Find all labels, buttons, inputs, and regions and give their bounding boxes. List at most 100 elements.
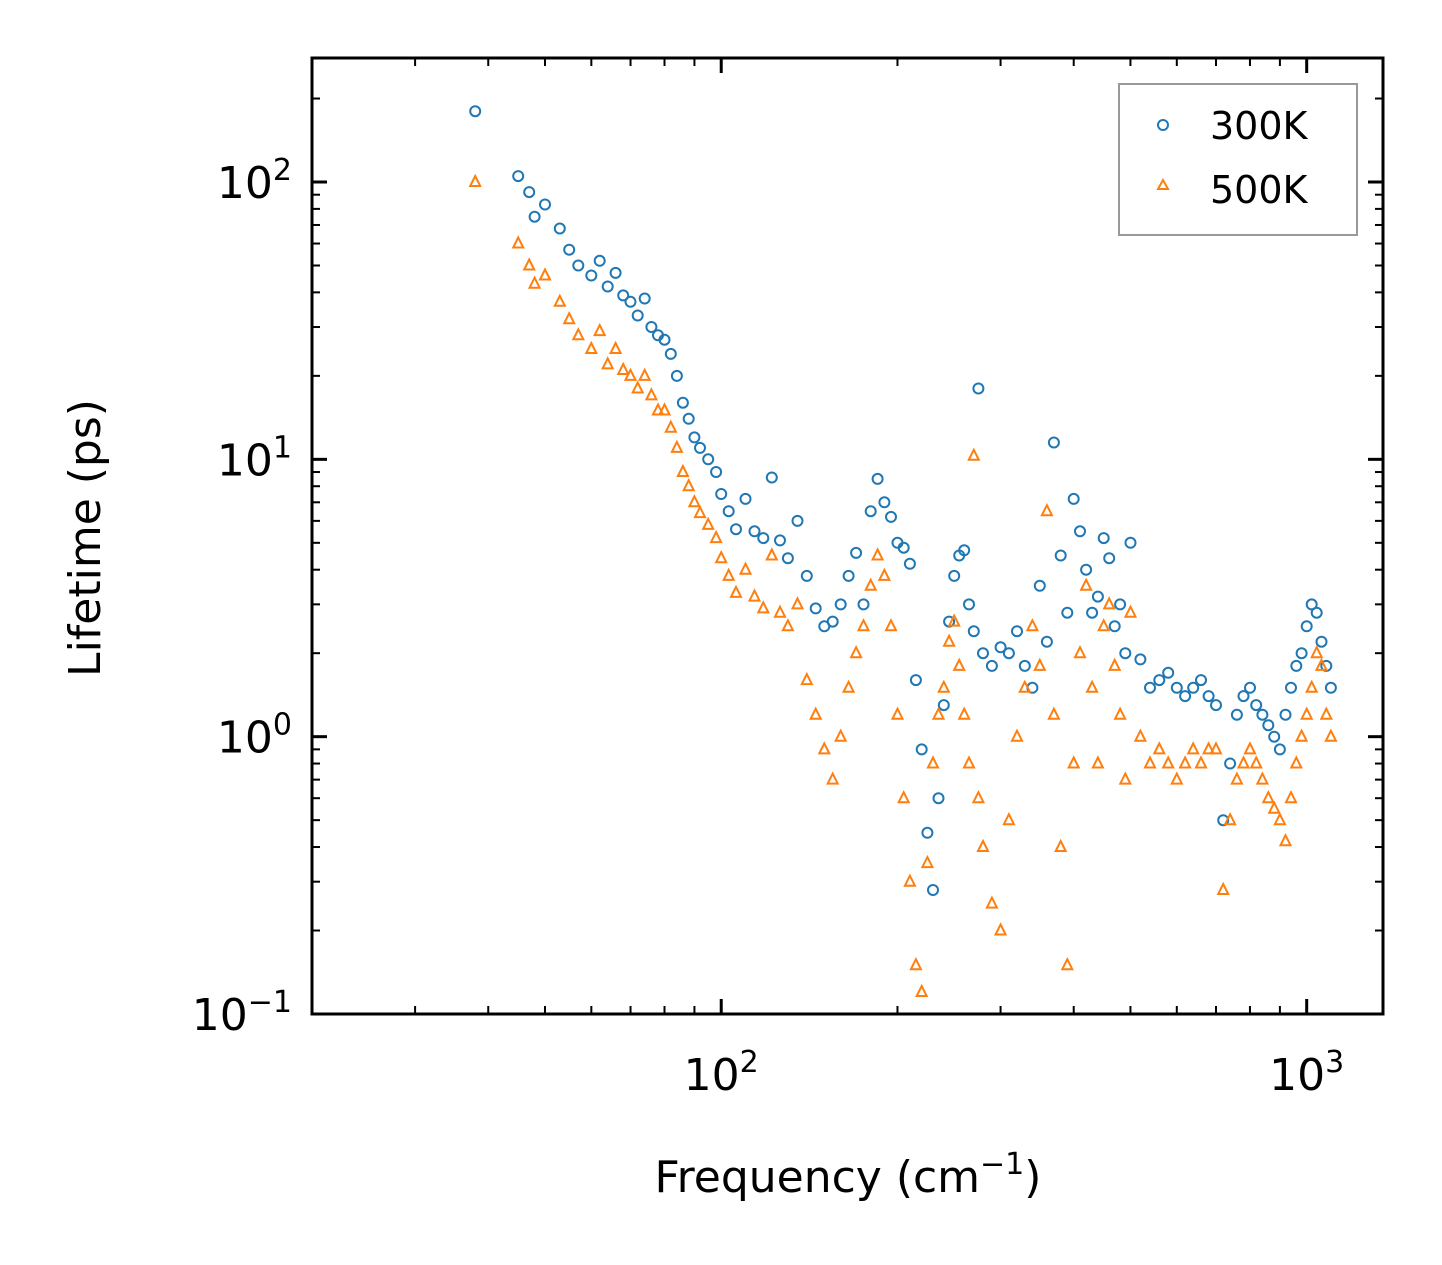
data-point-300k [469,105,482,118]
data-point-500k [1324,728,1338,742]
data-point-300k [1324,681,1337,694]
data-point-300k [1067,492,1080,505]
data-point-500k [947,613,961,627]
data-point-500k [701,516,715,530]
data-point-300k [609,266,622,279]
data-point-500k [962,755,976,769]
data-point-500k [584,340,598,354]
data-point-300k [748,525,761,538]
data-point-300k [1153,674,1166,687]
data-point-500k [1047,706,1061,720]
data-point-300k [958,544,971,557]
data-point-500k [864,577,878,591]
data-point-500k [1209,741,1223,755]
data-point-500k [1118,771,1132,785]
data-point-500k [676,463,690,477]
data-point-300k [967,625,980,638]
data-point-300k [1256,708,1269,721]
data-point-300k [1061,606,1074,619]
data-point-300k [994,641,1007,654]
data-point-300k [593,254,606,267]
data-point-500k [1133,728,1148,742]
data-point-300k [523,186,536,199]
data-point-500k [1223,811,1237,826]
data-point-300k [585,269,598,282]
data-point-500k [1108,657,1122,671]
data-point-300k [937,699,950,712]
data-point-500k [870,547,885,561]
data-point-500k [809,706,823,720]
data-point-500k [670,439,684,453]
data-point-300k [1144,681,1156,694]
data-point-300k [688,431,701,444]
x-tick-label-base: 10 [1269,1050,1325,1101]
y-tick-label-base: 10 [217,713,273,764]
data-point-500k [1178,755,1192,769]
data-point-500k [1010,728,1024,742]
data-point-300k [1080,563,1093,576]
data-point-300k [885,510,897,523]
data-point-300k [864,505,877,518]
data-point-500k [738,561,753,575]
legend: 300K 500K [1118,83,1358,236]
data-point-300k [903,557,916,570]
data-point-500k [897,789,911,804]
data-point-300k [624,295,637,308]
data-point-300k [553,222,566,235]
data-point-300k [1086,606,1099,619]
data-point-500k [722,567,736,581]
data-point-300k [1074,525,1086,538]
data-point-500k [1161,755,1175,769]
data-point-500k [1230,771,1244,785]
data-point-300k [702,453,715,466]
data-point-500k [714,549,728,564]
data-point-500k [747,588,762,602]
y-tick-label-base: 10 [217,158,273,209]
data-point-500k [903,873,917,887]
data-point-300k [1119,647,1132,660]
data-point-300k [1011,625,1023,638]
data-point-500k [856,618,871,632]
data-point-300k [528,210,541,223]
data-point-300k [850,546,863,559]
data-point-500k [1289,755,1303,769]
data-point-300k [1170,681,1183,694]
data-point-300k [1224,757,1237,770]
data-point-300k [1300,620,1313,633]
data-point-500k [1085,679,1099,693]
y-axis-title: Lifetime (ps) [60,399,111,677]
data-point-500k [1040,502,1054,517]
data-point-500k [1033,657,1047,671]
data-point-500k [729,584,743,598]
data-point-300k [715,488,728,500]
data-point-300k [722,505,735,518]
data-point-300k [664,347,677,360]
data-point-300k [694,441,706,454]
y-tick-label-exponent: −1 [248,985,292,1020]
data-point-300k [1230,708,1243,721]
data-point-300k [710,466,723,478]
data-point-300k [512,170,525,183]
data-point-500k [1143,755,1157,769]
data-point-500k [1255,771,1270,785]
y-tick-label: 101 [217,430,292,486]
data-point-500k [1018,679,1032,693]
data-point-500k [1300,706,1314,720]
data-point-300k [977,647,989,660]
data-point-300k [826,615,839,628]
data-point-500k [664,419,678,433]
data-point-300k [631,309,644,322]
data-point-500k [1273,811,1287,826]
data-point-500k [1123,604,1138,618]
data-point-300k [1268,730,1281,743]
data-point-300k [878,496,891,509]
data-point-300k [932,792,945,805]
data-point-300k [645,321,658,333]
data-point-500k [993,922,1008,936]
data-point-500k [1170,771,1184,785]
data-point-300k [842,569,855,582]
data-point-300k [1097,532,1110,545]
data-point-500k [1236,755,1251,769]
data-point-300k [1103,552,1116,565]
